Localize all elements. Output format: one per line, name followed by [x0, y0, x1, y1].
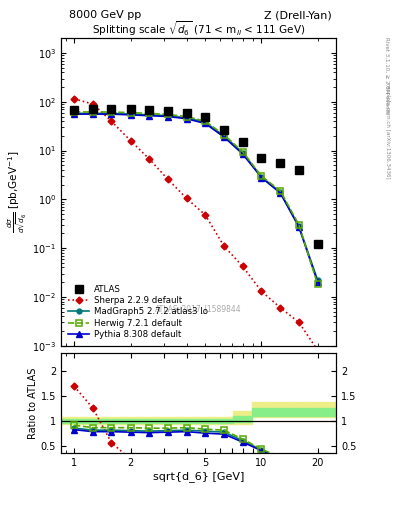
Sherpa 2.2.9 default [315, 347, 320, 353]
Text: Z (Drell-Yan): Z (Drell-Yan) [264, 10, 332, 20]
Text: mcplots.cern.ch [arXiv:1306.3436]: mcplots.cern.ch [arXiv:1306.3436] [385, 83, 389, 178]
Herwig 7.2.1 default [278, 188, 283, 194]
Pythia 8.308 default [72, 111, 77, 117]
Herwig 7.2.1 default [184, 114, 189, 120]
Text: ATLAS_2017_I1589844: ATLAS_2017_I1589844 [155, 304, 242, 313]
Line: ATLAS: ATLAS [70, 105, 321, 248]
Sherpa 2.2.9 default [128, 138, 133, 144]
Sherpa 2.2.9 default [165, 176, 170, 182]
Title: Splitting scale $\sqrt{d_6}$ (71 < m$_{ll}$ < 111 GeV): Splitting scale $\sqrt{d_6}$ (71 < m$_{l… [92, 19, 305, 38]
Herwig 7.2.1 default [109, 109, 114, 115]
Herwig 7.2.1 default [222, 132, 226, 138]
Herwig 7.2.1 default [297, 222, 301, 228]
Pythia 8.308 default [203, 120, 208, 126]
MadGraph5 2.7.2.atlas3 lo [278, 189, 283, 195]
Herwig 7.2.1 default [259, 173, 264, 179]
MadGraph5 2.7.2.atlas3 lo [297, 223, 301, 229]
MadGraph5 2.7.2.atlas3 lo [72, 110, 77, 116]
Pythia 8.308 default [147, 113, 151, 119]
Pythia 8.308 default [297, 224, 301, 230]
MadGraph5 2.7.2.atlas3 lo [128, 111, 133, 117]
MadGraph5 2.7.2.atlas3 lo [222, 133, 226, 139]
Line: Herwig 7.2.1 default: Herwig 7.2.1 default [71, 109, 321, 288]
Sherpa 2.2.9 default [222, 243, 226, 249]
ATLAS [109, 105, 114, 112]
ATLAS [165, 108, 170, 114]
Pythia 8.308 default [90, 111, 95, 117]
Herwig 7.2.1 default [147, 110, 151, 116]
Sherpa 2.2.9 default [184, 195, 189, 201]
Sherpa 2.2.9 default [297, 319, 301, 326]
Herwig 7.2.1 default [315, 281, 320, 287]
Line: Sherpa 2.2.9 default: Sherpa 2.2.9 default [72, 96, 320, 353]
ATLAS [184, 110, 189, 116]
ATLAS [72, 107, 77, 113]
Line: MadGraph5 2.7.2.atlas3 lo: MadGraph5 2.7.2.atlas3 lo [72, 111, 320, 283]
Y-axis label: Ratio to ATLAS: Ratio to ATLAS [28, 368, 38, 439]
Pythia 8.308 default [241, 151, 245, 157]
Sherpa 2.2.9 default [147, 156, 151, 162]
Legend: ATLAS, Sherpa 2.2.9 default, MadGraph5 2.7.2.atlas3 lo, Herwig 7.2.1 default, Py: ATLAS, Sherpa 2.2.9 default, MadGraph5 2… [65, 283, 210, 342]
MadGraph5 2.7.2.atlas3 lo [203, 119, 208, 125]
Sherpa 2.2.9 default [259, 288, 264, 294]
ATLAS [297, 167, 301, 173]
Sherpa 2.2.9 default [278, 305, 283, 311]
MadGraph5 2.7.2.atlas3 lo [109, 110, 114, 116]
Sherpa 2.2.9 default [241, 263, 245, 269]
MadGraph5 2.7.2.atlas3 lo [184, 115, 189, 121]
ATLAS [90, 105, 95, 112]
MadGraph5 2.7.2.atlas3 lo [147, 112, 151, 118]
MadGraph5 2.7.2.atlas3 lo [315, 277, 320, 283]
Herwig 7.2.1 default [203, 118, 208, 124]
Herwig 7.2.1 default [72, 109, 77, 115]
ATLAS [278, 160, 283, 166]
Pythia 8.308 default [222, 134, 226, 140]
ATLAS [241, 139, 245, 145]
Pythia 8.308 default [165, 114, 170, 120]
ATLAS [222, 127, 226, 134]
Pythia 8.308 default [259, 175, 264, 181]
MadGraph5 2.7.2.atlas3 lo [90, 110, 95, 116]
MadGraph5 2.7.2.atlas3 lo [259, 174, 264, 180]
Pythia 8.308 default [128, 112, 133, 118]
Pythia 8.308 default [109, 111, 114, 117]
ATLAS [128, 106, 133, 113]
X-axis label: sqrt{d_6} [GeV]: sqrt{d_6} [GeV] [153, 471, 244, 482]
Herwig 7.2.1 default [241, 148, 245, 155]
Herwig 7.2.1 default [90, 109, 95, 115]
ATLAS [259, 155, 264, 161]
Sherpa 2.2.9 default [203, 212, 208, 218]
Y-axis label: $\frac{d\sigma}{d\sqrt{d_6}}$ [pb,GeV$^{-1}$]: $\frac{d\sigma}{d\sqrt{d_6}}$ [pb,GeV$^{… [6, 151, 29, 233]
MadGraph5 2.7.2.atlas3 lo [241, 150, 245, 156]
Herwig 7.2.1 default [165, 112, 170, 118]
Pythia 8.308 default [184, 116, 189, 122]
Text: 8000 GeV pp: 8000 GeV pp [69, 10, 141, 20]
Sherpa 2.2.9 default [72, 96, 77, 102]
Herwig 7.2.1 default [128, 110, 133, 116]
Sherpa 2.2.9 default [109, 118, 114, 124]
ATLAS [315, 241, 320, 247]
ATLAS [203, 114, 208, 120]
Pythia 8.308 default [315, 279, 320, 285]
Pythia 8.308 default [278, 190, 283, 196]
ATLAS [147, 107, 151, 113]
Sherpa 2.2.9 default [90, 101, 95, 107]
MadGraph5 2.7.2.atlas3 lo [165, 113, 170, 119]
Text: Rivet 3.1.10, ≥ 2.8M events: Rivet 3.1.10, ≥ 2.8M events [385, 37, 389, 114]
Line: Pythia 8.308 default: Pythia 8.308 default [71, 111, 321, 285]
